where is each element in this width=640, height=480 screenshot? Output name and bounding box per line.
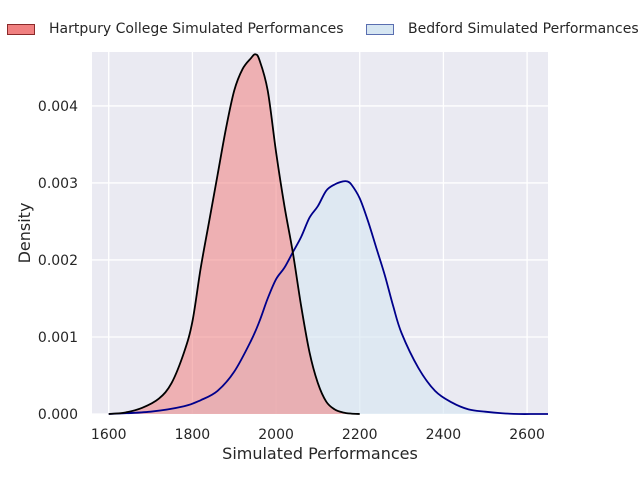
series-line-0 <box>108 53 360 415</box>
y-tick-label: 0.001 <box>38 330 78 346</box>
y-axis-label: Density <box>15 203 34 264</box>
x-axis-label: Simulated Performances <box>222 444 418 463</box>
y-tick-label: 0.002 <box>38 253 78 269</box>
series-areas <box>108 53 548 415</box>
tick-labels: 1600 1800 2000 2200 2400 2600 0.000 0.001 0.002 0… <box>38 99 545 443</box>
legend-item-hartpury: Hartpury College Simulated Performances <box>7 21 344 37</box>
x-tick-label: 1600 <box>91 427 127 443</box>
x-tick-label: 2400 <box>426 427 462 443</box>
legend-swatch-bedford <box>366 23 394 35</box>
legend-label-bedford: Bedford Simulated Performances <box>408 21 639 37</box>
y-tick-label: 0.004 <box>38 99 78 115</box>
x-tick-label: 2000 <box>258 427 294 443</box>
legend-item-bedford: Bedford Simulated Performances <box>366 21 639 37</box>
y-tick-label: 0.003 <box>38 176 78 192</box>
y-tick-label: 0.000 <box>38 407 78 423</box>
x-tick-label: 1800 <box>175 427 211 443</box>
legend-label-hartpury: Hartpury College Simulated Performances <box>49 21 344 37</box>
x-tick-label: 2600 <box>509 427 545 443</box>
legend: Hartpury College Simulated Performances … <box>0 21 640 41</box>
series-area-0 <box>108 54 360 415</box>
series-line-1 <box>108 180 548 415</box>
series-area-1 <box>108 181 548 415</box>
legend-swatch-hartpury <box>7 23 35 35</box>
x-tick-label: 2200 <box>342 427 378 443</box>
